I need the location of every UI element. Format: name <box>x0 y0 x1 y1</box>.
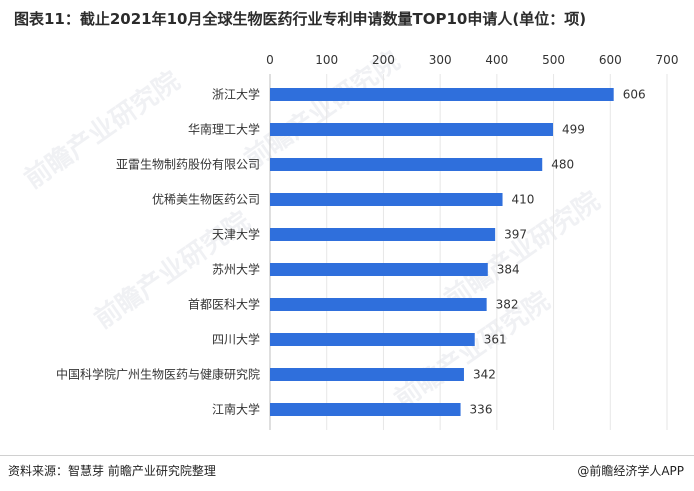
category-label: 苏州大学 <box>212 262 260 277</box>
source-note: 资料来源：智慧芽 前瞻产业研究院整理 <box>8 464 216 478</box>
x-tick-label: 100 <box>315 53 338 67</box>
x-tick-label: 300 <box>429 53 452 67</box>
x-tick-label: 0 <box>266 53 274 67</box>
value-label: 606 <box>623 88 646 102</box>
bar-chart: 0 100 200 300 400 500 600 700 浙江大学 606 华南理工大学 499 亚雷… <box>56 53 679 430</box>
chart-title: 图表11：截止2021年10月全球生物医药行业专利申请数量TOP10申请人(单位… <box>14 10 587 28</box>
category-label: 天津大学 <box>212 227 260 242</box>
category-label: 优稀美生物医药公司 <box>152 193 260 207</box>
bar <box>270 298 487 311</box>
value-label: 499 <box>562 123 585 137</box>
category-label: 四川大学 <box>212 332 260 347</box>
category-label: 中国科学院广州生物医药与健康研究院 <box>56 367 260 382</box>
value-label: 361 <box>484 333 507 347</box>
bar <box>270 368 464 381</box>
category-label: 华南理工大学 <box>188 122 260 137</box>
bar <box>270 193 503 206</box>
category-label: 首都医科大学 <box>188 297 260 312</box>
value-label: 480 <box>551 158 574 172</box>
x-tick-label: 600 <box>599 53 622 67</box>
bar <box>270 228 496 241</box>
bar <box>270 263 488 276</box>
value-label: 397 <box>504 228 527 242</box>
value-label: 342 <box>473 368 496 382</box>
x-tick-label: 500 <box>542 53 565 67</box>
bar <box>270 158 543 171</box>
brand-label: @前瞻经济学人APP <box>577 464 684 478</box>
bar <box>270 123 554 136</box>
category-label: 江南大学 <box>212 402 260 417</box>
x-tick-label: 700 <box>656 53 679 67</box>
category-label: 亚雷生物制药股份有限公司 <box>116 158 260 172</box>
x-tick-label: 200 <box>372 53 395 67</box>
value-label: 410 <box>512 193 535 207</box>
bar <box>270 88 614 101</box>
bar <box>270 333 475 346</box>
bar <box>270 403 461 416</box>
footer-divider <box>0 455 694 456</box>
value-label: 382 <box>496 298 519 312</box>
x-tick-label: 400 <box>485 53 508 67</box>
category-label: 浙江大学 <box>212 87 260 102</box>
value-label: 336 <box>470 403 493 417</box>
value-label: 384 <box>497 263 520 277</box>
